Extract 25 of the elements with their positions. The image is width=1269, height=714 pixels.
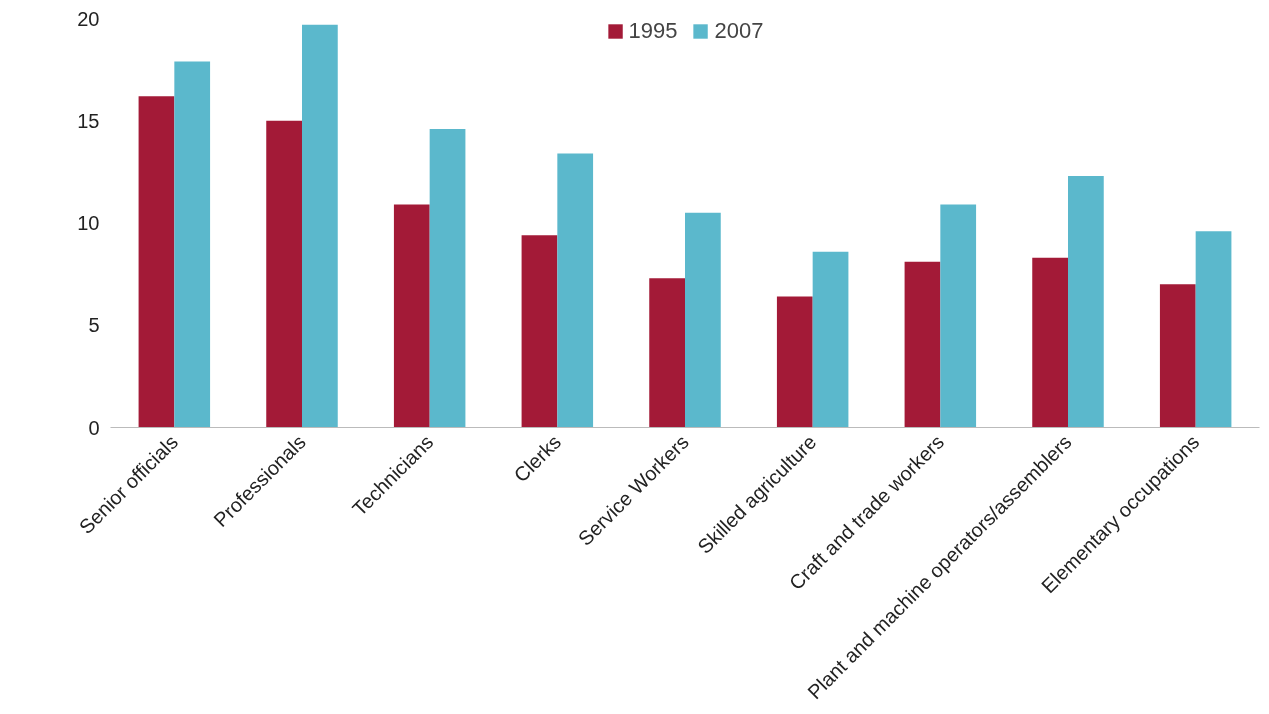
bar [1195, 231, 1232, 428]
bar [266, 120, 302, 428]
bar [1032, 257, 1068, 428]
bar [904, 261, 941, 428]
bar [1159, 284, 1196, 428]
bar [649, 278, 685, 428]
legend-label: 2007 [714, 18, 764, 44]
bar [812, 251, 849, 428]
bar [1068, 175, 1104, 428]
y-tick-label: 10 [77, 212, 100, 234]
bar [429, 128, 466, 428]
legend-label: 1995 [628, 18, 678, 44]
bar [940, 204, 977, 428]
y-tick-label: 20 [77, 7, 100, 30]
y-tick-label: 5 [88, 314, 100, 337]
bar [138, 96, 175, 428]
bar [393, 204, 430, 428]
y-tick-label: 0 [88, 416, 100, 439]
bar [174, 61, 211, 428]
bar [302, 24, 338, 428]
y-tick-label: 15 [77, 109, 100, 132]
bar [776, 296, 813, 428]
bar [557, 153, 594, 428]
bar [685, 212, 721, 428]
bar [521, 235, 558, 428]
